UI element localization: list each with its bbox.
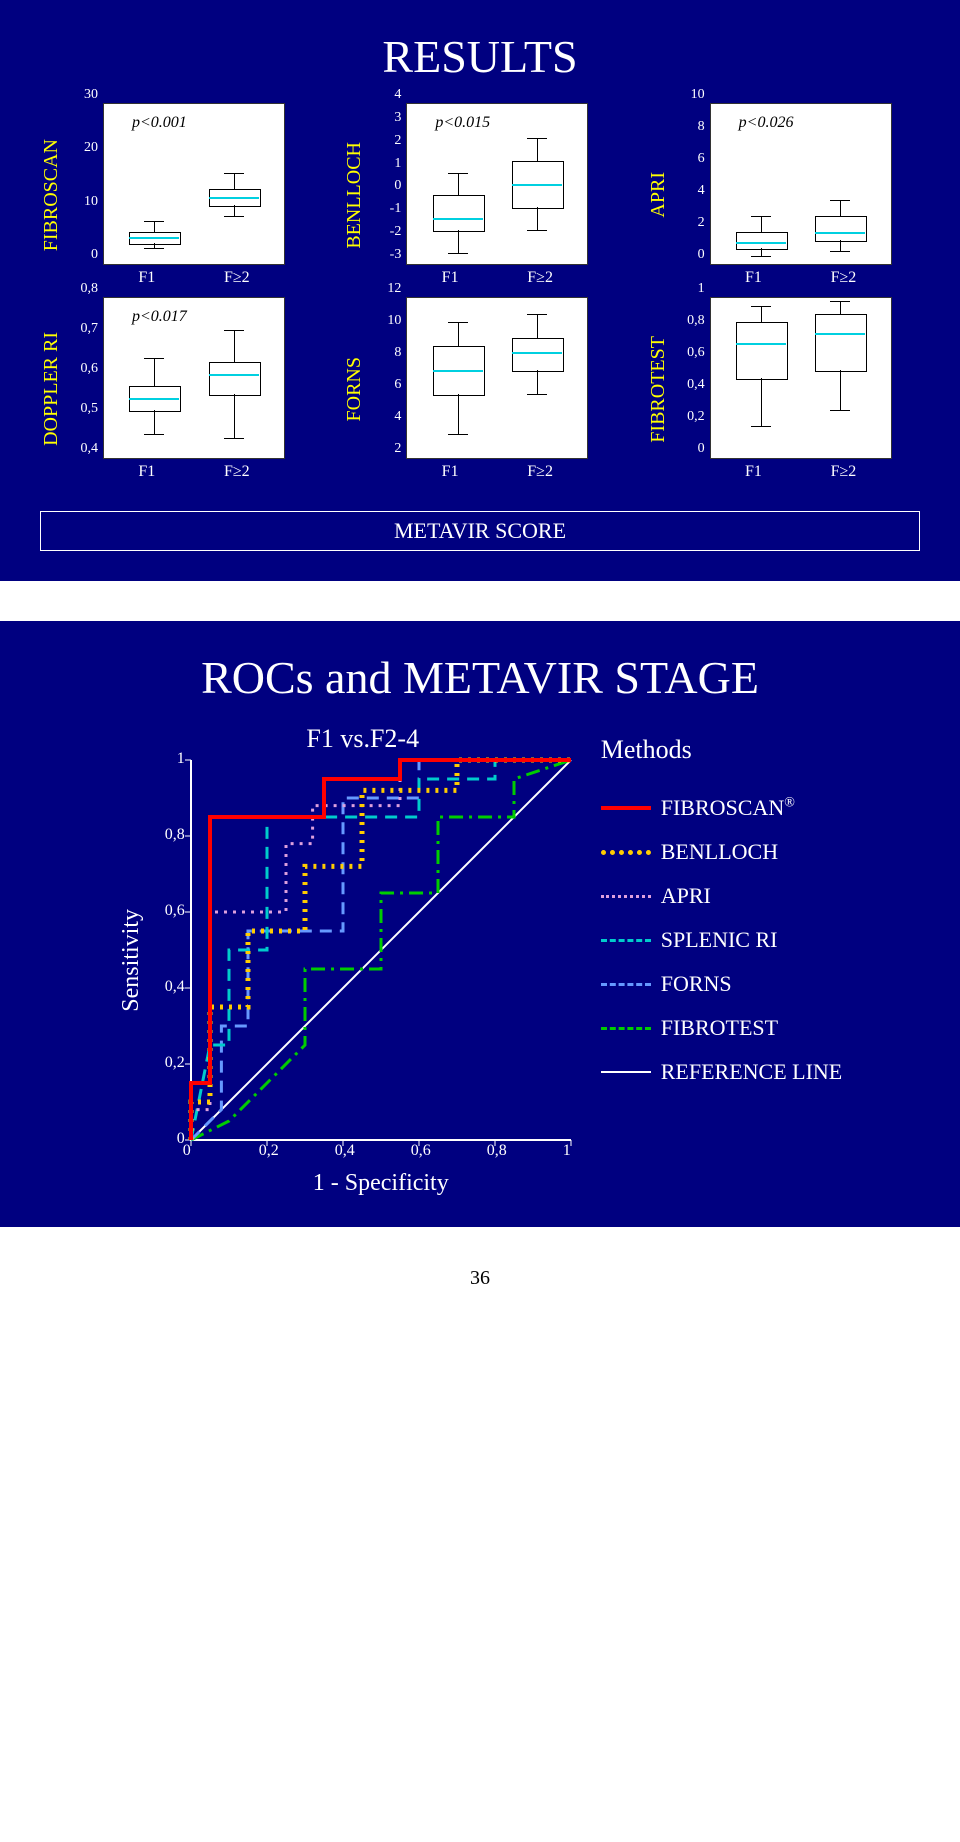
boxplot-fibrotest: FIBROTEST00,20,40,60,81F1F≥2 — [647, 297, 920, 481]
legend-item-fibroscan: FIBROSCAN® — [601, 786, 843, 830]
roc-title: ROCs and METAVIR STAGE — [40, 651, 920, 704]
results-title: RESULTS — [40, 30, 920, 83]
ylabel: FIBROTEST — [647, 336, 670, 443]
legend-item-forns: FORNS — [601, 962, 843, 1006]
page-number: 36 — [0, 1267, 960, 1290]
ylabel: BENLLOCH — [343, 142, 366, 249]
roc-slide: ROCs and METAVIR STAGE Sensitivity F1 vs… — [0, 621, 960, 1227]
roc-xaxis: 00,20,40,60,81 — [191, 1140, 571, 1164]
boxplot-forns: FORNS24681012F1F≥2 — [343, 297, 616, 481]
ylabel: APRI — [647, 172, 670, 218]
boxplot-doppler-ri: DOPPLER RI0,40,50,60,70,8p<0.017F1F≥2 — [40, 297, 313, 481]
legend-item-reference-line: REFERENCE LINE — [601, 1050, 843, 1094]
roc-xlabel: 1 - Specificity — [191, 1170, 571, 1197]
boxplot-benlloch: BENLLOCH-3-2-101234p<0.015F1F≥2 — [343, 103, 616, 287]
roc-ylabel: Sensitivity — [118, 909, 145, 1012]
roc-subtitle: F1 vs.F2-4 — [155, 724, 571, 754]
legend-title: Methods — [601, 724, 843, 776]
legend-item-apri: APRI — [601, 874, 843, 918]
results-slide: RESULTS FIBROSCAN0102030p<0.001F1F≥2BENL… — [0, 0, 960, 581]
metavir-score-label: METAVIR SCORE — [40, 511, 920, 551]
boxplot-apri: APRI0246810p<0.026F1F≥2 — [647, 103, 920, 287]
ylabel: DOPPLER RI — [40, 332, 63, 446]
legend-item-splenic-ri: SPLENIC RI — [601, 918, 843, 962]
legend-item-benlloch: BENLLOCH — [601, 830, 843, 874]
ylabel: FORNS — [343, 357, 366, 421]
legend-item-fibrotest: FIBROTEST — [601, 1006, 843, 1050]
roc-plot-area — [191, 760, 571, 1140]
boxplot-grid: FIBROSCAN0102030p<0.001F1F≥2BENLLOCH-3-2… — [40, 103, 920, 551]
roc-yaxis: 00,20,40,60,81 — [155, 760, 191, 1140]
boxplot-fibroscan: FIBROSCAN0102030p<0.001F1F≥2 — [40, 103, 313, 287]
roc-legend: Methods FIBROSCAN®BENLLOCHAPRISPLENIC RI… — [601, 724, 843, 1094]
ylabel: FIBROSCAN — [40, 139, 63, 251]
